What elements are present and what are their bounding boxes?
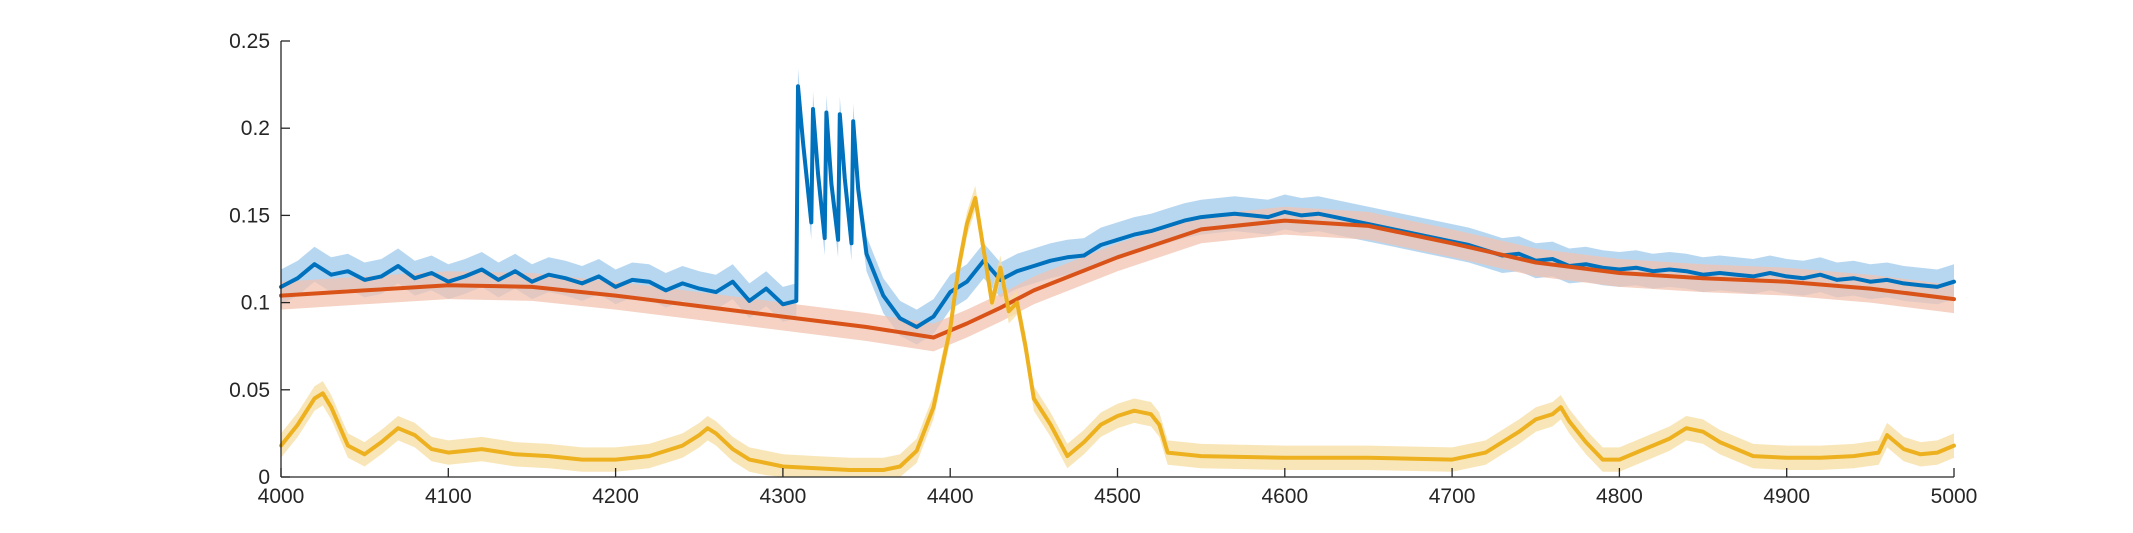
chart-ticks: 4000 4100 4200 4300 4400 4500 4600 4700 4800 4900… bbox=[229, 30, 1977, 508]
series-2-band bbox=[281, 206, 1954, 352]
y-tick-label: 0.2 bbox=[241, 117, 270, 140]
x-tick-label: 4500 bbox=[1094, 485, 1141, 508]
series-1-line bbox=[279, 84, 1956, 329]
y-tick-label: 0.1 bbox=[241, 292, 270, 315]
series-2-line bbox=[279, 218, 1956, 340]
y-tick-label: 0.25 bbox=[229, 30, 270, 53]
x-tick-label: 4200 bbox=[592, 485, 639, 508]
y-tick-label: 0 bbox=[258, 466, 270, 489]
x-tick-label: 4700 bbox=[1429, 485, 1476, 508]
series-1-band bbox=[281, 68, 1954, 345]
x-tick-label: 4900 bbox=[1763, 485, 1810, 508]
x-tick-label: 4100 bbox=[425, 485, 472, 508]
y-tick-label: 0.05 bbox=[229, 379, 270, 402]
x-tick-label: 4400 bbox=[927, 485, 974, 508]
series-3-line bbox=[279, 196, 1956, 472]
x-tick-label: 5000 bbox=[1931, 485, 1978, 508]
x-tick-label: 4300 bbox=[760, 485, 807, 508]
confidence-bands bbox=[281, 68, 1954, 478]
x-tick-label: 4800 bbox=[1596, 485, 1643, 508]
y-tick-label: 0.15 bbox=[229, 204, 270, 227]
series-3-band bbox=[281, 185, 1954, 478]
x-tick-label: 4600 bbox=[1261, 485, 1308, 508]
series-lines bbox=[279, 84, 1956, 472]
x-tick-label: 4000 bbox=[258, 485, 305, 508]
